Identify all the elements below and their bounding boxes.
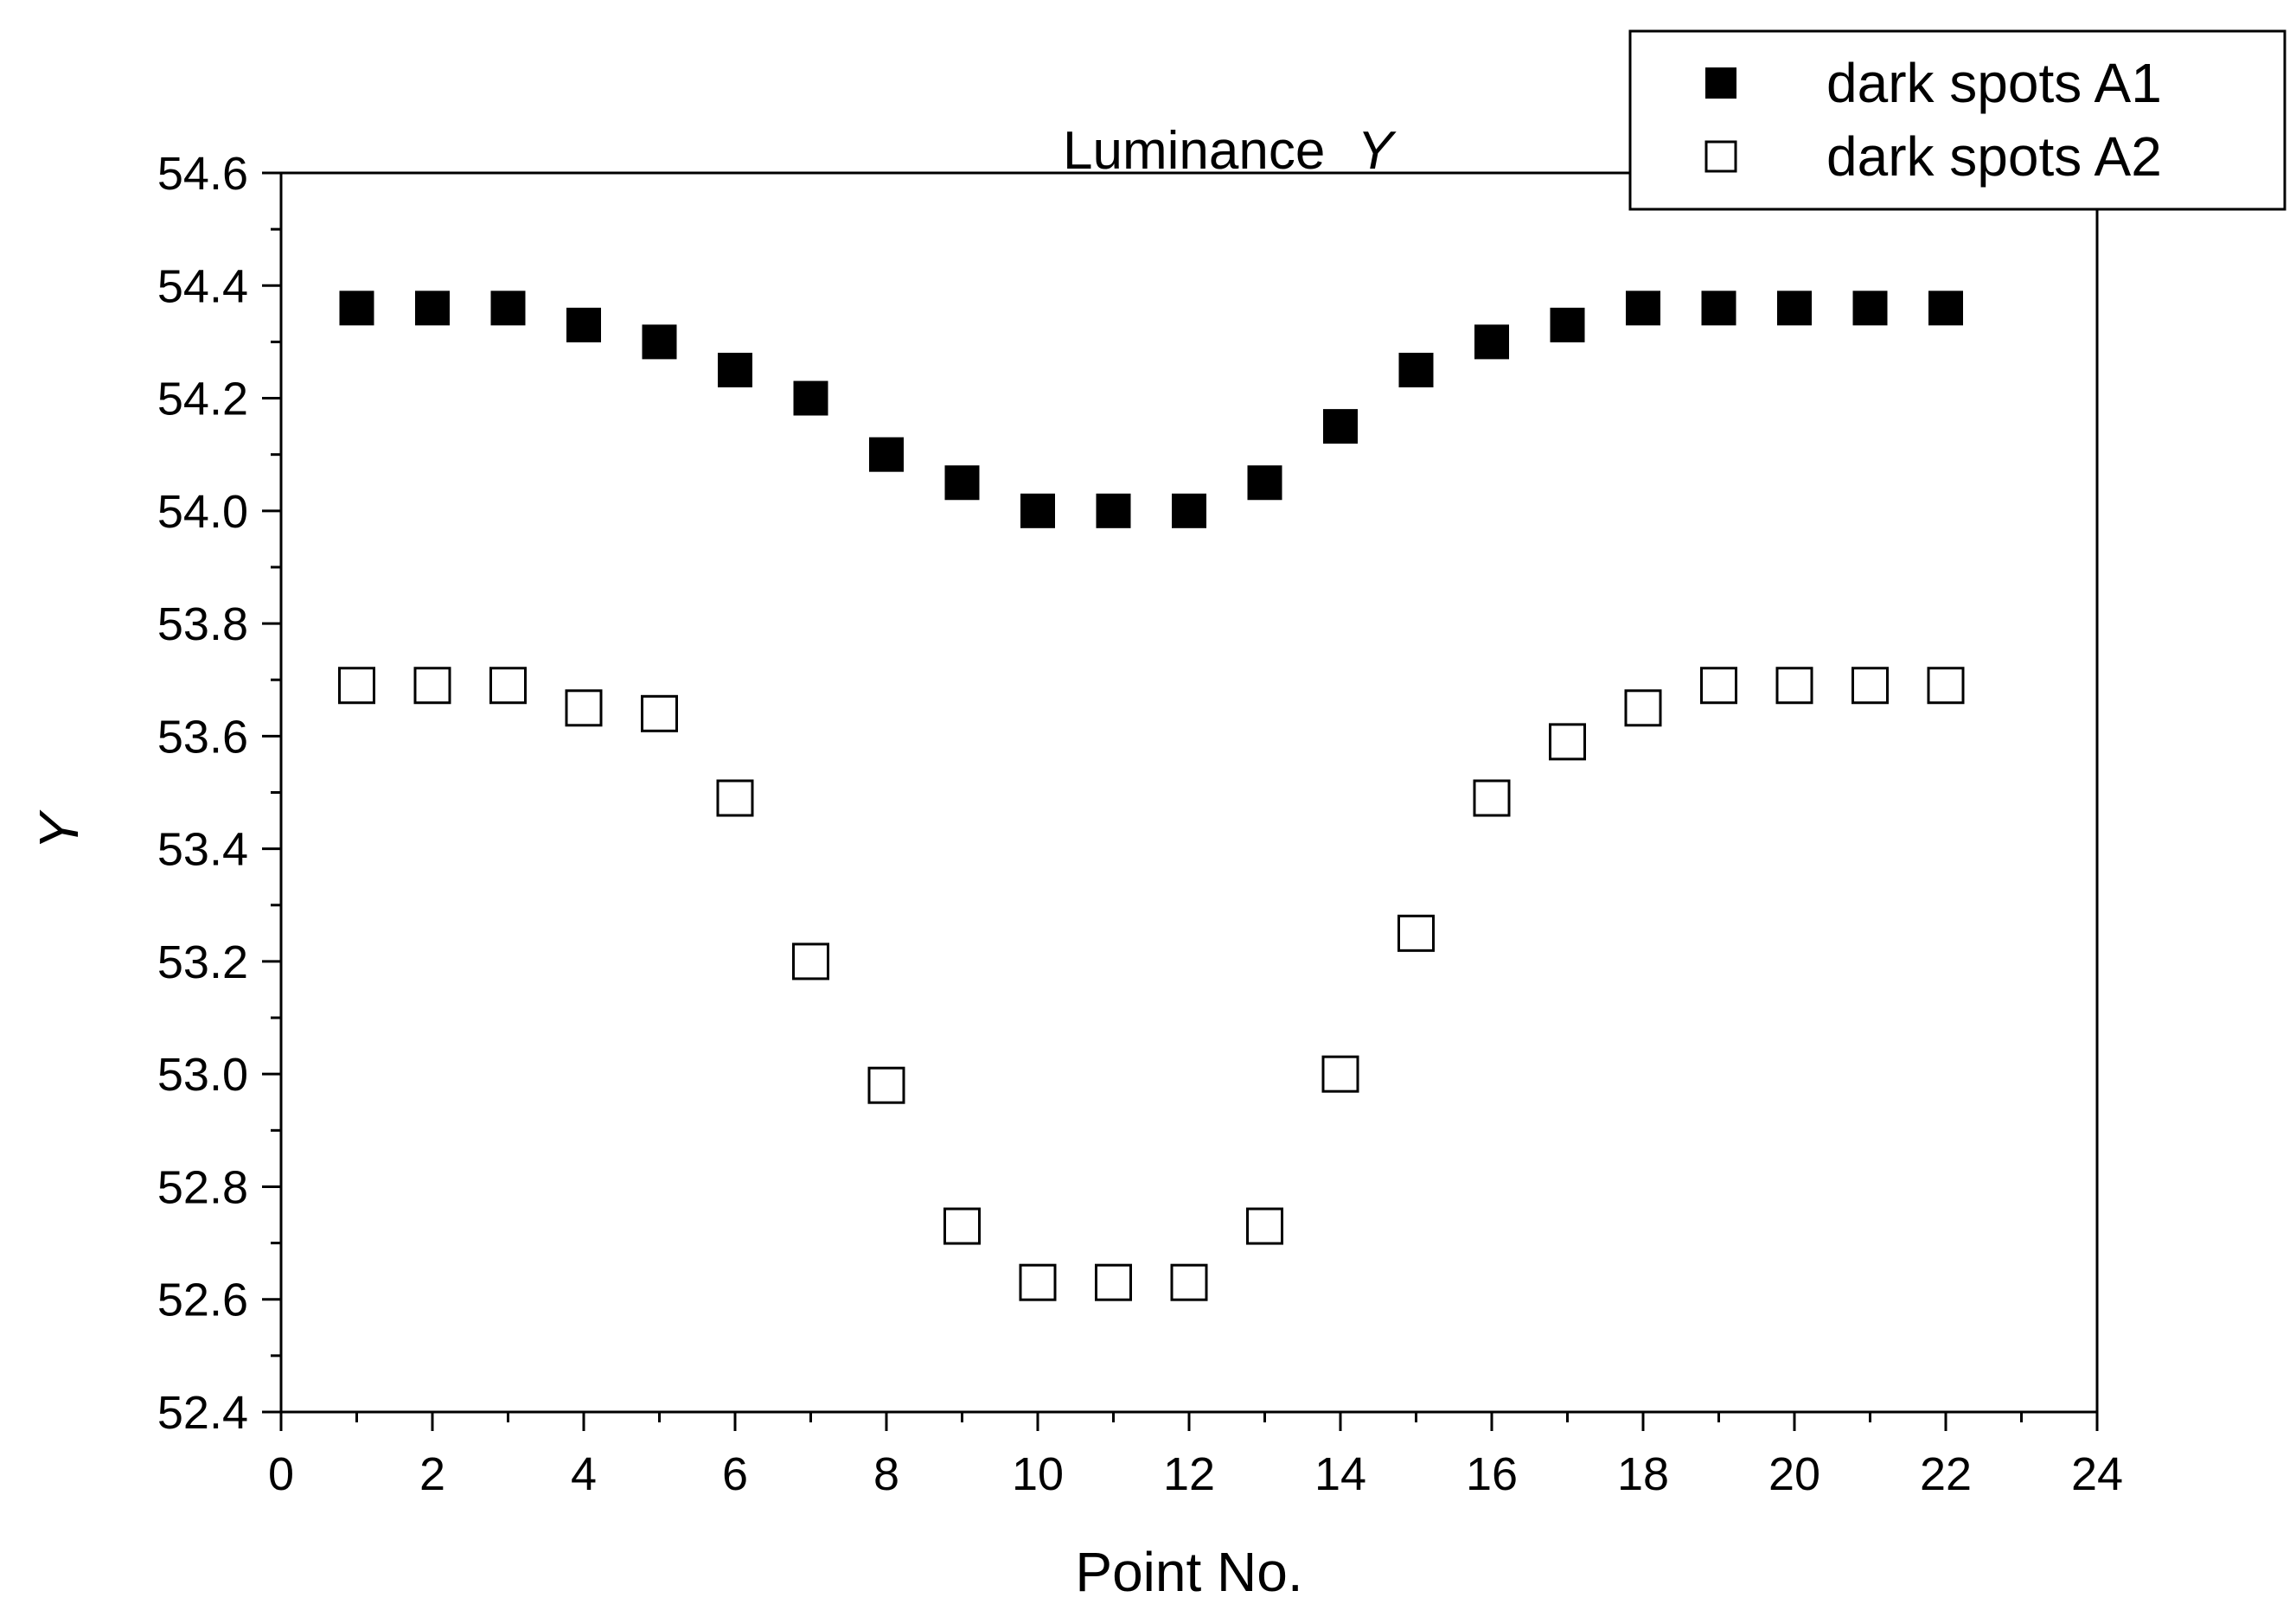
data-point-a1 bbox=[1474, 324, 1509, 360]
legend-label-a1: dark spots A1 bbox=[1826, 52, 2162, 114]
y-tick-label: 52.6 bbox=[157, 1275, 248, 1326]
data-point-a2 bbox=[1019, 1263, 1057, 1301]
y-tick-label: 53.6 bbox=[157, 711, 248, 763]
chart-title: Luminance Y bbox=[1063, 121, 1397, 181]
chart-title-text: Luminance bbox=[1063, 121, 1325, 181]
data-point-a2 bbox=[489, 667, 527, 705]
x-tick-label: 22 bbox=[1920, 1448, 1972, 1500]
data-point-a2 bbox=[1246, 1207, 1283, 1245]
y-tick-label: 53.2 bbox=[157, 936, 248, 988]
x-tick-label: 16 bbox=[1466, 1448, 1518, 1500]
data-point-a1 bbox=[1172, 493, 1206, 528]
y-tick-label: 53.8 bbox=[157, 598, 248, 650]
data-point-a2 bbox=[641, 694, 678, 732]
data-point-a2 bbox=[413, 667, 451, 705]
series-layer bbox=[338, 291, 1965, 1301]
legend-marker-filled-square bbox=[1705, 67, 1736, 99]
data-point-a1 bbox=[793, 380, 828, 416]
data-point-a1 bbox=[718, 352, 752, 387]
data-point-a1 bbox=[1928, 291, 1963, 326]
data-point-a1 bbox=[642, 324, 677, 360]
x-tick-label: 24 bbox=[2071, 1448, 2123, 1500]
y-tick-label: 54.6 bbox=[157, 148, 248, 200]
data-point-a1 bbox=[1096, 493, 1131, 528]
data-point-a1 bbox=[1020, 493, 1055, 528]
x-tick-label: 0 bbox=[268, 1448, 294, 1500]
data-point-a2 bbox=[1170, 1263, 1208, 1301]
data-point-a1 bbox=[1626, 291, 1660, 326]
data-point-a2 bbox=[1700, 667, 1737, 705]
y-tick-label: 52.8 bbox=[157, 1161, 248, 1213]
x-tick-label: 18 bbox=[1617, 1448, 1669, 1500]
y-tick-label: 54.2 bbox=[157, 374, 248, 425]
x-tick-label: 20 bbox=[1768, 1448, 1820, 1500]
data-point-a2 bbox=[1775, 667, 1813, 705]
y-tick-label: 53.4 bbox=[157, 824, 248, 876]
data-point-a1 bbox=[1777, 291, 1812, 326]
data-point-a1 bbox=[1701, 291, 1736, 326]
y-axis-label: Y bbox=[28, 809, 90, 850]
data-point-a2 bbox=[1624, 689, 1662, 727]
x-tick-label: 8 bbox=[873, 1448, 899, 1500]
x-tick-label: 4 bbox=[571, 1448, 597, 1500]
data-point-a2 bbox=[1852, 667, 1889, 705]
data-point-a1 bbox=[944, 465, 980, 501]
y-tick-label: 54.0 bbox=[157, 486, 248, 538]
data-point-a1 bbox=[1247, 465, 1282, 501]
legend-label-a2: dark spots A2 bbox=[1826, 125, 2162, 188]
x-axis-label: Point No. bbox=[1075, 1541, 1302, 1603]
data-point-a1 bbox=[566, 307, 601, 342]
data-point-a1 bbox=[1852, 291, 1888, 326]
y-tick-label: 53.0 bbox=[157, 1049, 248, 1101]
x-tick-label: 2 bbox=[419, 1448, 445, 1500]
data-point-a2 bbox=[943, 1207, 981, 1245]
data-point-a2 bbox=[1927, 667, 1965, 705]
chart-title-symbol: Y bbox=[1358, 121, 1397, 181]
data-point-a2 bbox=[867, 1066, 905, 1104]
data-point-a2 bbox=[716, 779, 754, 817]
data-point-a2 bbox=[1095, 1263, 1132, 1301]
data-point-a1 bbox=[869, 437, 904, 472]
ticks-layer: 0 2 4 6 8 10 12 14 16 18 20 22 2452.452.652.853.053.… bbox=[157, 148, 2123, 1500]
y-tick-label: 54.4 bbox=[157, 260, 248, 312]
data-point-a2 bbox=[1321, 1055, 1359, 1093]
data-point-a1 bbox=[339, 291, 374, 326]
data-point-a1 bbox=[1323, 409, 1358, 444]
legend-marker-open-square bbox=[1704, 140, 1737, 173]
legend-box bbox=[1628, 29, 2286, 211]
data-point-a2 bbox=[338, 667, 375, 705]
data-point-a2 bbox=[1397, 914, 1435, 952]
data-point-a2 bbox=[1473, 779, 1511, 817]
x-tick-label: 14 bbox=[1314, 1448, 1366, 1500]
data-point-a2 bbox=[1549, 723, 1586, 761]
legend: dark spots A1 dark spots A2 bbox=[1628, 29, 2286, 211]
data-point-a1 bbox=[1550, 307, 1585, 342]
data-point-a2 bbox=[792, 942, 829, 981]
data-point-a1 bbox=[490, 291, 526, 326]
x-tick-label: 10 bbox=[1012, 1448, 1064, 1500]
x-tick-label: 6 bbox=[722, 1448, 748, 1500]
data-point-a2 bbox=[565, 689, 603, 727]
y-tick-label: 52.4 bbox=[157, 1387, 248, 1439]
data-point-a1 bbox=[1398, 352, 1434, 387]
data-point-a1 bbox=[415, 291, 450, 326]
x-tick-label: 12 bbox=[1163, 1448, 1215, 1500]
